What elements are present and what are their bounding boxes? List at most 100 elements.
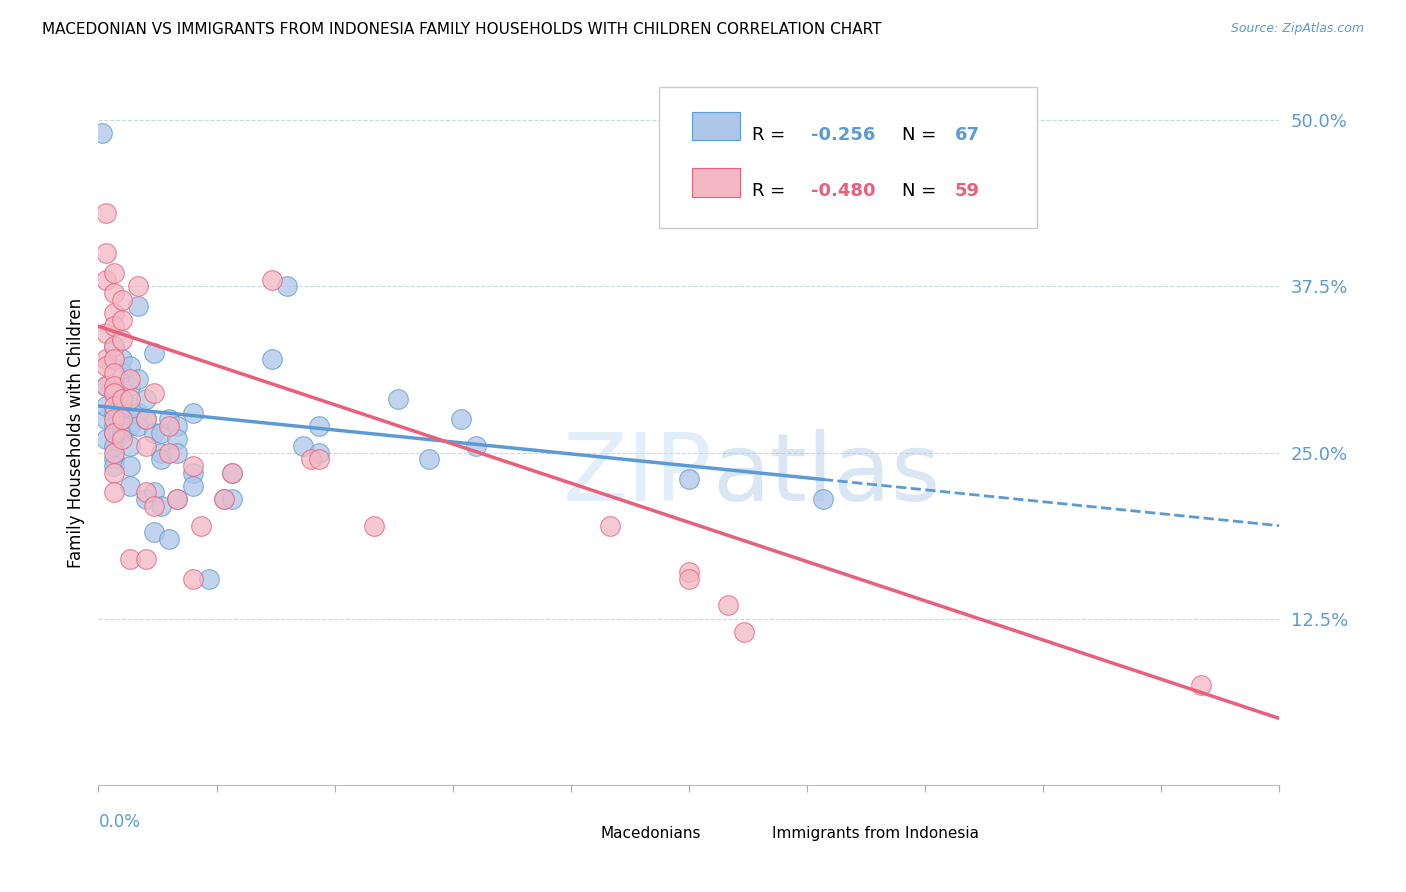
Text: Immigrants from Indonesia: Immigrants from Indonesia <box>772 826 979 841</box>
Point <box>127 406 149 420</box>
Point <box>96 326 118 340</box>
Point <box>387 392 409 407</box>
Point <box>111 366 134 380</box>
Point <box>717 599 740 613</box>
Point <box>135 412 157 426</box>
Point <box>678 566 700 580</box>
Point <box>118 392 141 407</box>
Point <box>190 518 212 533</box>
Point <box>118 458 141 473</box>
Point <box>599 518 621 533</box>
Point <box>142 346 165 360</box>
Point <box>103 425 125 440</box>
Point <box>103 306 125 320</box>
Y-axis label: Family Households with Children: Family Households with Children <box>66 298 84 567</box>
Point <box>142 485 165 500</box>
Text: R =: R = <box>752 183 790 201</box>
Point <box>308 452 330 467</box>
Point <box>118 379 141 393</box>
Point <box>166 419 188 434</box>
Text: ZIP: ZIP <box>562 429 713 521</box>
Point <box>157 419 180 434</box>
Point <box>276 279 298 293</box>
Point <box>418 452 440 467</box>
Point <box>127 372 149 386</box>
Point <box>166 432 188 446</box>
Point <box>96 246 118 260</box>
Point <box>142 525 165 540</box>
Point <box>127 419 149 434</box>
Point <box>91 127 114 141</box>
FancyBboxPatch shape <box>547 826 589 848</box>
Point <box>103 445 125 459</box>
Point <box>103 439 125 453</box>
Point <box>181 406 204 420</box>
Point <box>103 399 125 413</box>
Point <box>1189 678 1212 692</box>
Point <box>292 439 315 453</box>
Text: N =: N = <box>901 126 942 145</box>
Point <box>118 372 141 386</box>
Point <box>96 399 118 413</box>
Point <box>127 279 149 293</box>
Point <box>118 479 141 493</box>
Text: R =: R = <box>752 126 790 145</box>
FancyBboxPatch shape <box>693 112 740 140</box>
Point <box>103 266 125 280</box>
Point <box>150 445 173 459</box>
Point <box>103 406 125 420</box>
Point <box>111 392 134 407</box>
Point <box>96 379 118 393</box>
Point <box>811 492 834 507</box>
Point <box>135 439 157 453</box>
Point <box>103 366 125 380</box>
Point <box>465 439 488 453</box>
Point <box>111 432 134 446</box>
Point <box>103 385 125 400</box>
Point <box>111 406 134 420</box>
Point <box>111 392 134 407</box>
FancyBboxPatch shape <box>718 826 759 848</box>
Point <box>157 412 180 426</box>
Point <box>181 572 204 586</box>
Point <box>118 399 141 413</box>
Point <box>103 412 125 426</box>
Point <box>103 466 125 480</box>
Point <box>111 312 134 326</box>
Point <box>103 485 125 500</box>
Text: -0.480: -0.480 <box>811 183 875 201</box>
Text: Source: ZipAtlas.com: Source: ZipAtlas.com <box>1230 22 1364 36</box>
Point <box>214 492 236 507</box>
Point <box>308 445 330 459</box>
Point <box>678 472 700 486</box>
Point <box>96 273 118 287</box>
Point <box>221 466 243 480</box>
Point <box>166 492 188 507</box>
Point <box>150 452 173 467</box>
Point <box>103 419 125 434</box>
Point <box>103 352 125 367</box>
Point <box>127 299 149 313</box>
Point <box>299 452 322 467</box>
Point <box>111 293 134 307</box>
Point <box>96 432 118 446</box>
Point <box>103 452 125 467</box>
Point <box>103 339 125 353</box>
Point <box>111 333 134 347</box>
Point <box>118 552 141 566</box>
Point <box>103 319 125 334</box>
Text: MACEDONIAN VS IMMIGRANTS FROM INDONESIA FAMILY HOUSEHOLDS WITH CHILDREN CORRELAT: MACEDONIAN VS IMMIGRANTS FROM INDONESIA … <box>42 22 882 37</box>
Point <box>103 339 125 353</box>
Point <box>135 492 157 507</box>
Text: 67: 67 <box>955 126 980 145</box>
Point <box>135 485 157 500</box>
Point <box>135 552 157 566</box>
Point <box>142 499 165 513</box>
Point <box>118 359 141 373</box>
Point <box>678 572 700 586</box>
Point <box>118 419 141 434</box>
Point <box>111 352 134 367</box>
Point <box>181 479 204 493</box>
Point <box>308 419 330 434</box>
Point <box>135 392 157 407</box>
